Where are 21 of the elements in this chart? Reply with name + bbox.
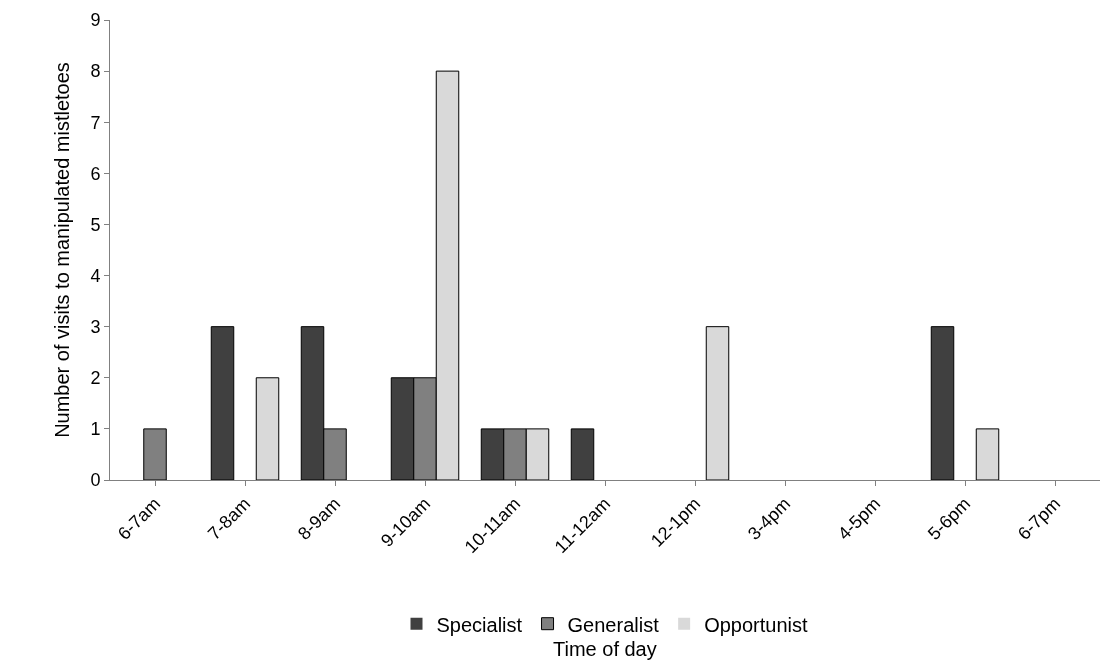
y-tick-label: 4: [90, 265, 101, 286]
y-tick-label: 0: [90, 470, 101, 491]
y-tick-label: 9: [90, 10, 101, 31]
y-tick-label: 6: [90, 163, 101, 184]
x-axis-title: Time of day: [553, 638, 657, 660]
legend-label: Generalist: [567, 613, 660, 636]
y-tick-label: 7: [90, 112, 101, 133]
y-tick-label: 2: [90, 368, 101, 389]
bar: [930, 326, 955, 480]
legend-label: Opportunist: [704, 613, 808, 636]
y-tick-label: 1: [90, 419, 101, 440]
bar: [570, 428, 595, 480]
bar: [210, 326, 235, 480]
bar: [255, 377, 280, 480]
y-tick-label: 8: [90, 61, 101, 82]
bar: [705, 326, 730, 480]
legend-label: Specialist: [436, 613, 523, 636]
bar: [975, 428, 1000, 480]
y-axis-title: Number of visits to manipulated mistletoes: [50, 62, 73, 438]
y-tick-label: 5: [90, 214, 101, 235]
y-tick-label: 3: [90, 316, 101, 337]
